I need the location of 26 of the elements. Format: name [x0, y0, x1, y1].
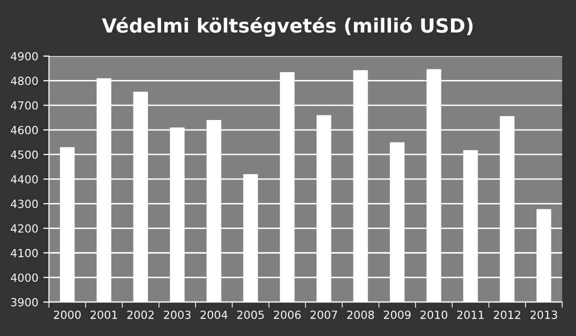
x-tick-label: 2007 [310, 310, 338, 319]
x-tick-label: 2004 [200, 310, 228, 319]
x-tick-label: 2002 [127, 310, 154, 319]
y-tick-label: 3900 [11, 298, 38, 306]
y-tick-label: 4500 [10, 150, 38, 159]
x-tick-label: 2005 [237, 310, 264, 319]
x-tick-label: 2011 [457, 310, 484, 319]
x-tick-label: 2009 [384, 310, 411, 319]
x-tick-label: 2000 [54, 310, 81, 319]
y-tick-label: 4700 [10, 101, 38, 110]
y-tick-label: 4900 [10, 52, 38, 60]
x-tick-label: 2013 [530, 310, 558, 319]
y-tick-label: 4800 [10, 76, 38, 86]
y-tick-label: 4300 [10, 200, 38, 208]
y-tick-label: 4200 [10, 224, 38, 233]
x-tick-label: 2003 [164, 310, 191, 319]
x-tick-label: 2010 [420, 310, 448, 319]
y-tick-label: 4000 [10, 273, 38, 282]
y-tick-label: 4400 [10, 175, 38, 184]
y-tick-label: 4600 [10, 126, 38, 134]
y-tick-label: 4100 [10, 248, 38, 258]
x-tick-label: 2001 [90, 310, 118, 319]
chart-title: Védelmi költségvetés (millió USD) [102, 17, 473, 37]
x-tick-label: 2006 [274, 310, 301, 319]
x-tick-label: 2012 [494, 310, 520, 319]
x-tick-label: 2008 [347, 310, 374, 319]
